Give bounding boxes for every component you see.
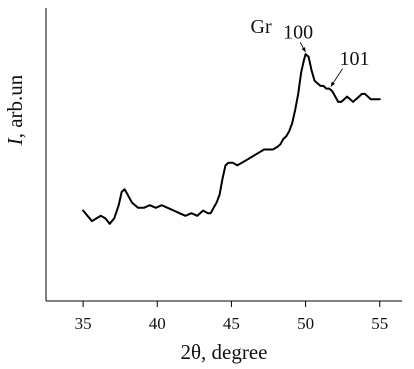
x-axis-label: 2θ, degree (180, 340, 267, 364)
annotation-101: 101 (340, 48, 370, 70)
y-axis-label: I, arb.un (3, 74, 27, 146)
y-axis-label-symbol: I (3, 137, 27, 146)
annotation-arrowhead (330, 81, 335, 87)
annotation-gr: Gr (251, 16, 272, 38)
y-axis-label-rest: , arb.un (3, 74, 27, 138)
peak-annotations: Gr 100 101 (251, 16, 370, 87)
series-line (82, 53, 381, 225)
x-tick-label: 40 (149, 314, 166, 333)
annotation-100: 100 (283, 21, 313, 43)
x-tick-label: 55 (371, 314, 388, 333)
annotation-arrowhead (301, 47, 306, 53)
x-tick-label: 45 (223, 314, 240, 333)
axes (45, 8, 402, 302)
x-ticks: 35 40 45 50 55 (75, 301, 388, 333)
x-tick-label: 35 (75, 314, 92, 333)
x-tick-label: 50 (297, 314, 314, 333)
